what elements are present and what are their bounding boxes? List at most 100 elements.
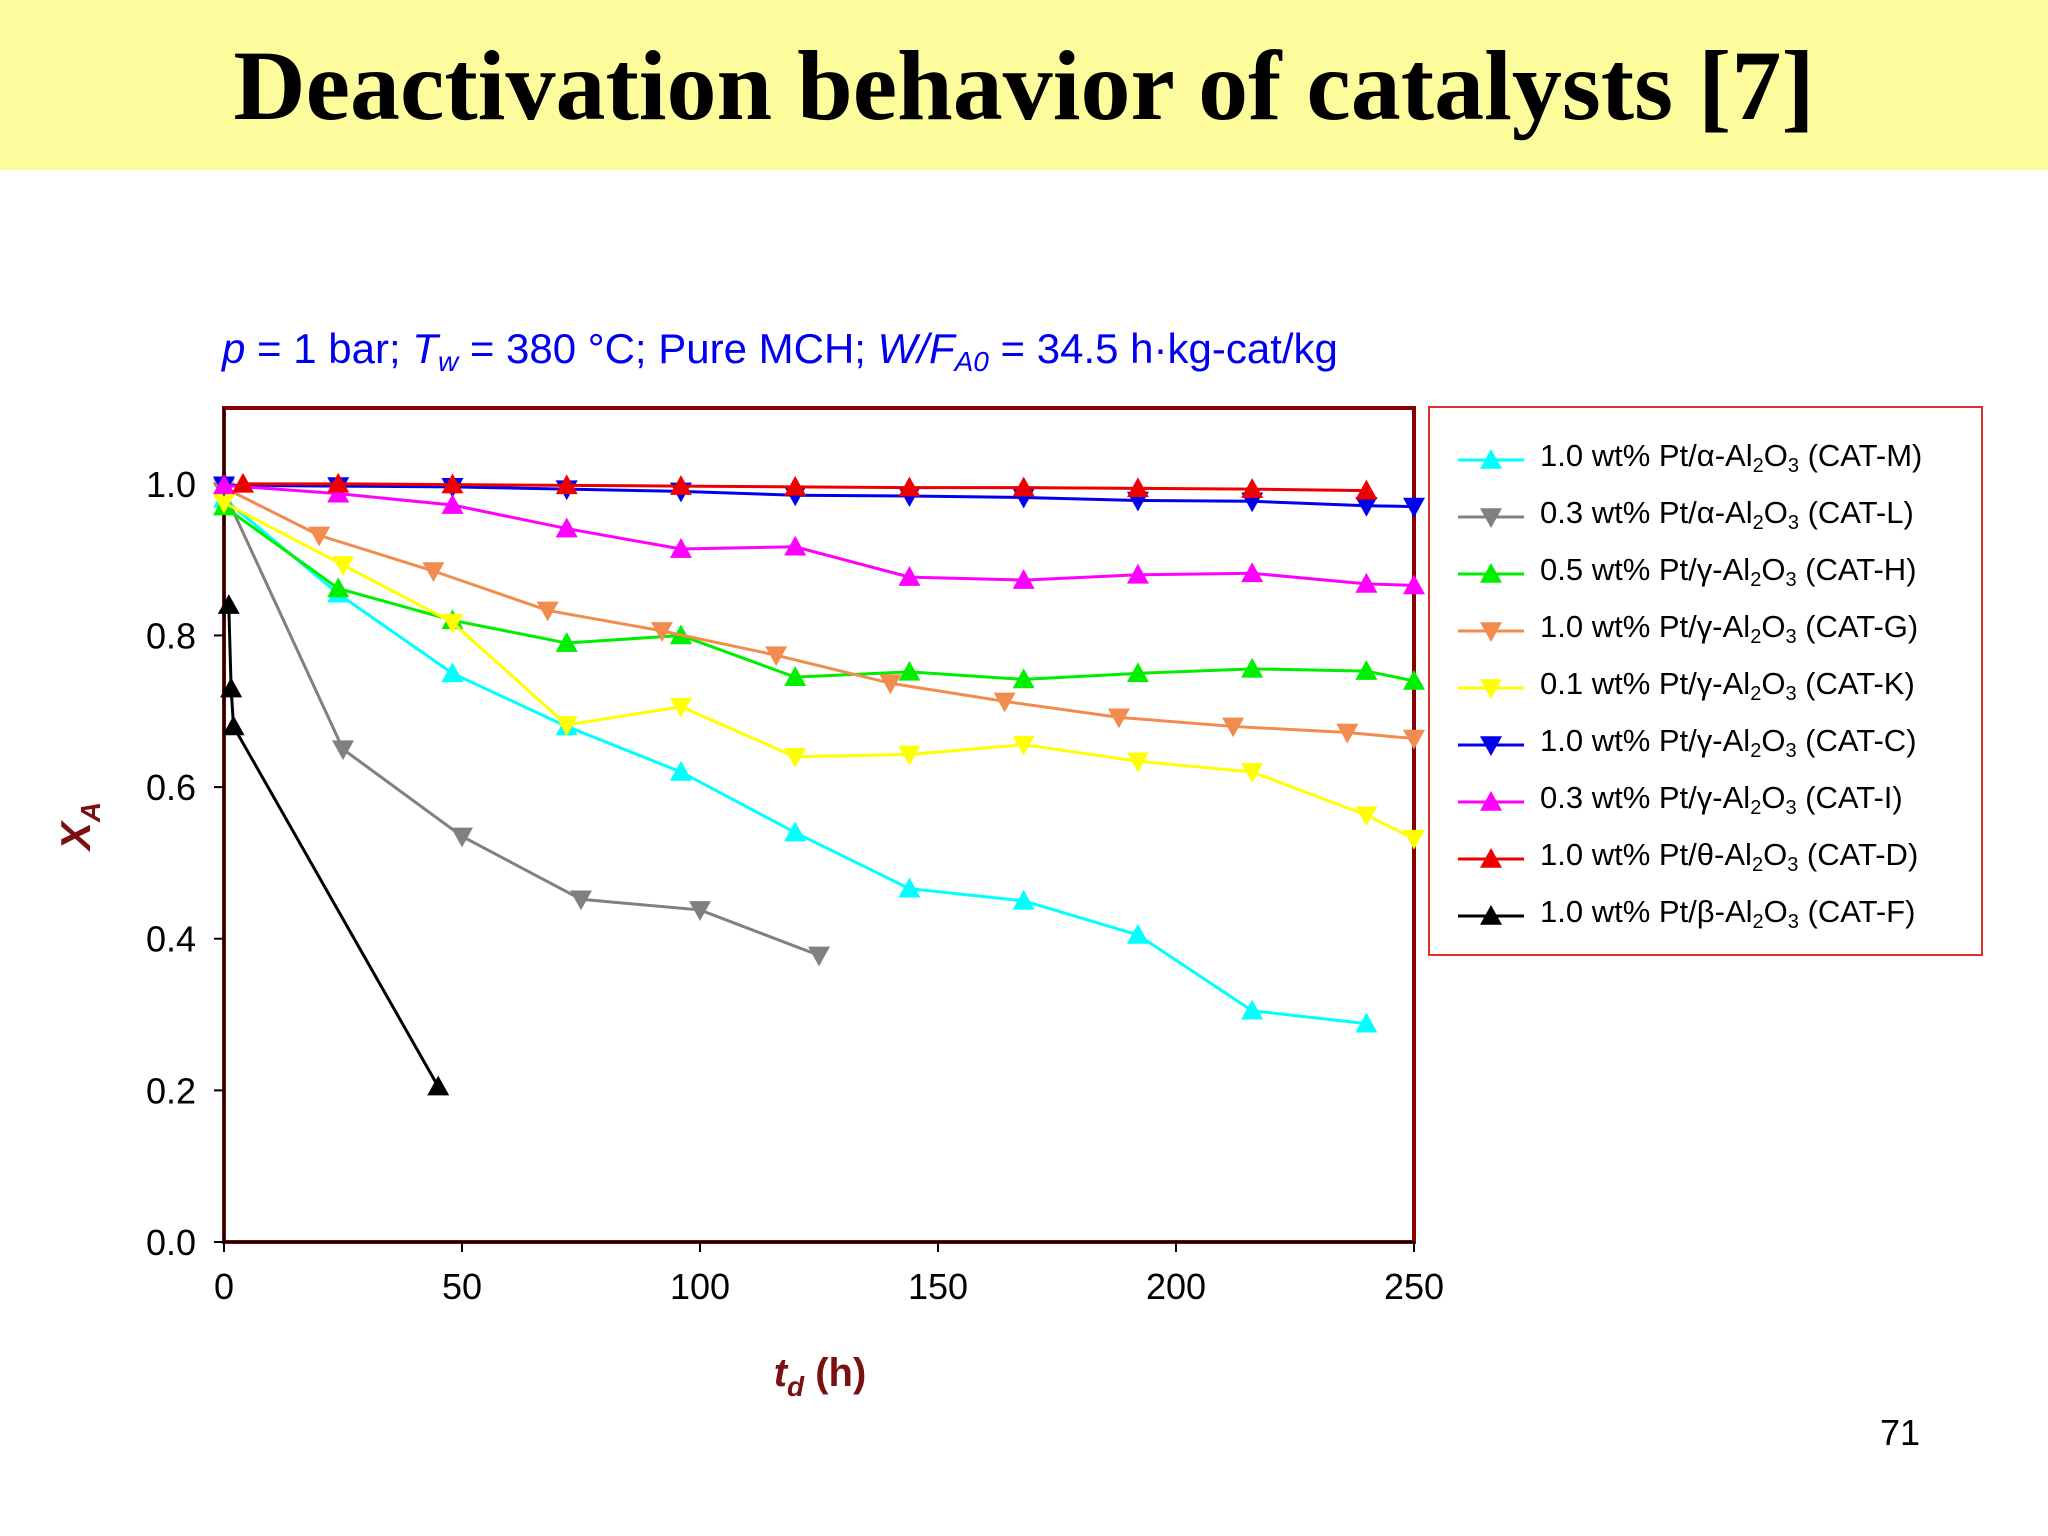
data-point <box>1403 574 1425 595</box>
data-point <box>784 666 807 686</box>
series-cat-k <box>213 493 1425 850</box>
data-point <box>1126 923 1149 944</box>
legend-item: 0.3 wt% Pt/α-Al2O3 (CAT-L) <box>1440 485 1980 541</box>
data-point <box>327 577 350 598</box>
legend-marker <box>1480 449 1502 469</box>
legend-item: 1.0 wt% Pt/α-Al2O3 (CAT-M) <box>1440 428 1980 484</box>
pressure-value: = 1 bar; <box>245 325 413 372</box>
x-tick-label: 100 <box>670 1266 730 1307</box>
data-point <box>669 475 692 495</box>
data-point <box>555 716 578 736</box>
data-point <box>220 677 243 698</box>
legend-label: 1.0 wt% Pt/θ-Al2O3 (CAT-D) <box>1540 837 1919 876</box>
legend-marker <box>1480 905 1502 925</box>
data-point <box>332 740 354 761</box>
legend-label: 1.0 wt% Pt/β-Al2O3 (CAT-F) <box>1540 894 1916 933</box>
pressure-symbol: p <box>222 325 246 372</box>
data-point <box>427 1075 450 1096</box>
data-point <box>213 493 235 514</box>
legend-swatch <box>1458 905 1524 925</box>
legend-swatch <box>1458 449 1524 469</box>
space-time-value: = 34.5 h·kg-cat/kg <box>988 325 1338 372</box>
data-point <box>536 601 559 622</box>
series-cat-g <box>213 478 1425 750</box>
data-point <box>784 747 807 768</box>
data-point <box>689 901 711 921</box>
y-tick-label: 0.4 <box>146 919 196 960</box>
data-point <box>1336 723 1359 744</box>
legend-label: 0.1 wt% Pt/γ-Al2O3 (CAT-K) <box>1540 666 1915 705</box>
legend-label: 1.0 wt% Pt/α-Al2O3 (CAT-M) <box>1540 438 1923 477</box>
series-line <box>223 483 1415 509</box>
data-point <box>555 474 578 495</box>
x-tick-label: 250 <box>1384 1266 1444 1307</box>
data-point <box>1241 999 1264 1020</box>
temperature-symbol: T <box>412 325 438 372</box>
data-point <box>898 660 921 681</box>
f-symbol: F <box>928 325 955 372</box>
data-point <box>555 517 578 538</box>
data-point <box>1355 497 1378 517</box>
slash-symbol: / <box>917 325 929 372</box>
series-cat-i <box>213 474 1425 595</box>
x-axis-label: td (h) <box>774 1351 867 1402</box>
data-point <box>1403 669 1425 690</box>
plot-frame <box>222 406 1416 1244</box>
temperature-value: = 380 °C; Pure MCH; <box>458 325 878 372</box>
legend-label: 1.0 wt% Pt/γ-Al2O3 (CAT-C) <box>1540 723 1917 762</box>
data-point <box>1126 477 1149 498</box>
series-cat-l <box>213 482 830 967</box>
legend-marker <box>1480 848 1502 868</box>
chart-legend: 1.0 wt% Pt/α-Al2O3 (CAT-M) 0.3 wt% Pt/α-A… <box>1428 406 1983 956</box>
legend-item: 1.0 wt% Pt/θ-Al2O3 (CAT-D) <box>1440 827 1980 883</box>
data-point <box>1403 829 1425 850</box>
legend-marker <box>1480 736 1502 756</box>
data-point <box>669 697 692 718</box>
data-point <box>765 646 788 667</box>
data-point <box>1241 763 1264 783</box>
data-point <box>555 632 578 652</box>
y-tick-label: 1.0 <box>146 464 196 505</box>
legend-swatch <box>1458 679 1524 699</box>
series-line <box>222 490 820 957</box>
data-point <box>898 877 921 898</box>
series-cat-d <box>232 472 1378 500</box>
legend-swatch <box>1458 848 1524 868</box>
x-tick-label: 150 <box>908 1266 968 1307</box>
data-point <box>1012 476 1035 497</box>
data-point <box>1355 1012 1378 1033</box>
data-point <box>669 760 692 781</box>
data-point <box>1012 569 1035 589</box>
series-line <box>223 483 1415 587</box>
y-tick-label: 0.2 <box>146 1070 196 1111</box>
data-point <box>1355 479 1378 500</box>
data-point <box>1355 572 1378 593</box>
data-point <box>898 566 921 586</box>
data-point <box>1012 735 1035 756</box>
y-axis-label: XA <box>52 802 106 852</box>
series-cat-f <box>217 594 450 1096</box>
page-number: 71 <box>1880 1412 1921 1453</box>
data-point <box>308 526 331 547</box>
temperature-subscript: w <box>437 346 459 377</box>
data-point <box>993 692 1016 713</box>
data-point <box>1241 657 1264 678</box>
x-tick-label: 50 <box>442 1266 482 1307</box>
legend-swatch <box>1458 508 1524 528</box>
data-point <box>232 472 255 493</box>
data-point <box>784 475 807 496</box>
legend-marker <box>1480 622 1502 642</box>
data-point <box>669 538 692 558</box>
series-line <box>223 501 1415 840</box>
data-point <box>441 494 464 514</box>
series-line <box>223 505 1415 683</box>
legend-marker <box>1480 679 1502 699</box>
data-point <box>1012 889 1035 910</box>
data-point <box>784 821 807 842</box>
data-point <box>784 535 807 556</box>
legend-label: 0.5 wt% Pt/γ-Al2O3 (CAT-H) <box>1540 552 1917 591</box>
data-point <box>1241 562 1264 583</box>
title-band <box>0 0 2048 170</box>
data-point <box>327 472 350 493</box>
x-tick-label: 0 <box>214 1266 234 1307</box>
